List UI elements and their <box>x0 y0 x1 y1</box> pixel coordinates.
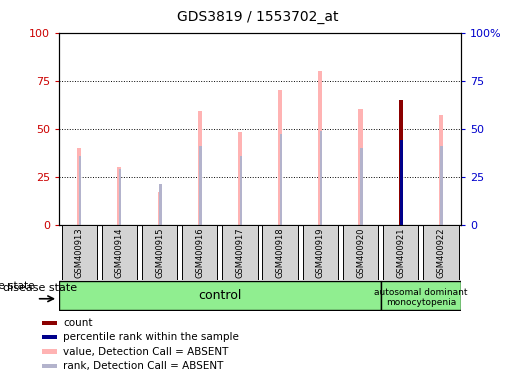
Text: autosomal dominant
monocytopenia: autosomal dominant monocytopenia <box>374 288 468 307</box>
Text: disease state: disease state <box>3 283 77 293</box>
Bar <box>77 148 81 225</box>
Text: GSM400913: GSM400913 <box>75 227 84 278</box>
Bar <box>42 335 57 339</box>
Text: GDS3819 / 1553702_at: GDS3819 / 1553702_at <box>177 10 338 24</box>
Bar <box>79 156 81 225</box>
Bar <box>239 156 242 225</box>
Bar <box>439 115 443 225</box>
Text: GSM400919: GSM400919 <box>316 227 325 278</box>
Text: GSM400916: GSM400916 <box>195 227 204 278</box>
Text: GSM400920: GSM400920 <box>356 227 365 278</box>
FancyBboxPatch shape <box>102 225 137 280</box>
Bar <box>400 140 403 225</box>
Bar <box>158 192 162 225</box>
Bar <box>42 349 57 354</box>
Bar <box>42 321 57 325</box>
FancyBboxPatch shape <box>423 225 458 280</box>
Text: GSM400917: GSM400917 <box>235 227 245 278</box>
Bar <box>199 146 202 225</box>
Text: value, Detection Call = ABSENT: value, Detection Call = ABSENT <box>63 346 229 356</box>
Bar <box>42 364 57 368</box>
Bar <box>117 167 122 225</box>
Bar <box>358 109 363 225</box>
FancyBboxPatch shape <box>182 225 217 280</box>
Text: GSM400915: GSM400915 <box>155 227 164 278</box>
Bar <box>320 131 322 225</box>
Bar <box>238 132 242 225</box>
Bar <box>159 184 162 225</box>
Text: control: control <box>198 289 242 302</box>
FancyBboxPatch shape <box>142 225 177 280</box>
Text: GSM400914: GSM400914 <box>115 227 124 278</box>
Bar <box>360 148 363 225</box>
FancyBboxPatch shape <box>381 281 461 310</box>
Bar <box>440 146 443 225</box>
Bar <box>119 169 122 225</box>
Text: rank, Detection Call = ABSENT: rank, Detection Call = ABSENT <box>63 361 224 371</box>
Bar <box>198 111 202 225</box>
FancyBboxPatch shape <box>62 225 97 280</box>
Text: GSM400918: GSM400918 <box>276 227 285 278</box>
FancyBboxPatch shape <box>59 281 381 310</box>
Bar <box>399 100 403 225</box>
Text: disease state: disease state <box>0 281 35 291</box>
Text: count: count <box>63 318 93 328</box>
FancyBboxPatch shape <box>263 225 298 280</box>
Bar <box>278 90 282 225</box>
FancyBboxPatch shape <box>303 225 338 280</box>
Bar <box>318 71 322 225</box>
FancyBboxPatch shape <box>222 225 258 280</box>
Text: percentile rank within the sample: percentile rank within the sample <box>63 332 239 342</box>
Bar <box>280 134 282 225</box>
FancyBboxPatch shape <box>343 225 378 280</box>
FancyBboxPatch shape <box>383 225 418 280</box>
Text: GSM400921: GSM400921 <box>396 227 405 278</box>
Text: GSM400922: GSM400922 <box>436 227 445 278</box>
